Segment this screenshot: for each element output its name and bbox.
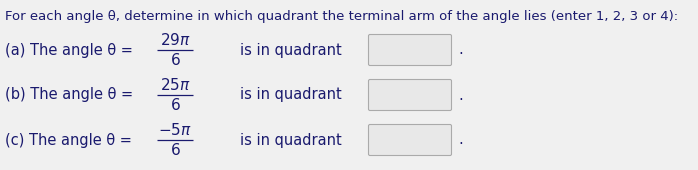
Text: is in quadrant: is in quadrant [240, 132, 342, 148]
Text: is in quadrant: is in quadrant [240, 42, 342, 57]
Text: For each angle θ, determine in which quadrant the terminal arm of the angle lies: For each angle θ, determine in which qua… [5, 10, 678, 23]
Text: (a) The angle θ =: (a) The angle θ = [5, 42, 133, 57]
Text: is in quadrant: is in quadrant [240, 88, 342, 103]
Text: $25\pi$: $25\pi$ [160, 77, 191, 93]
Text: $29\pi$: $29\pi$ [160, 32, 191, 48]
FancyBboxPatch shape [369, 124, 452, 156]
Text: $6$: $6$ [170, 142, 180, 158]
FancyBboxPatch shape [369, 35, 452, 65]
Text: .: . [458, 42, 463, 57]
Text: (c) The angle θ =: (c) The angle θ = [5, 132, 132, 148]
Text: .: . [458, 88, 463, 103]
FancyBboxPatch shape [369, 80, 452, 110]
Text: $-5\pi$: $-5\pi$ [158, 122, 192, 138]
Text: (b) The angle θ =: (b) The angle θ = [5, 88, 133, 103]
Text: $6$: $6$ [170, 97, 180, 113]
Text: $6$: $6$ [170, 52, 180, 68]
Text: .: . [458, 132, 463, 148]
